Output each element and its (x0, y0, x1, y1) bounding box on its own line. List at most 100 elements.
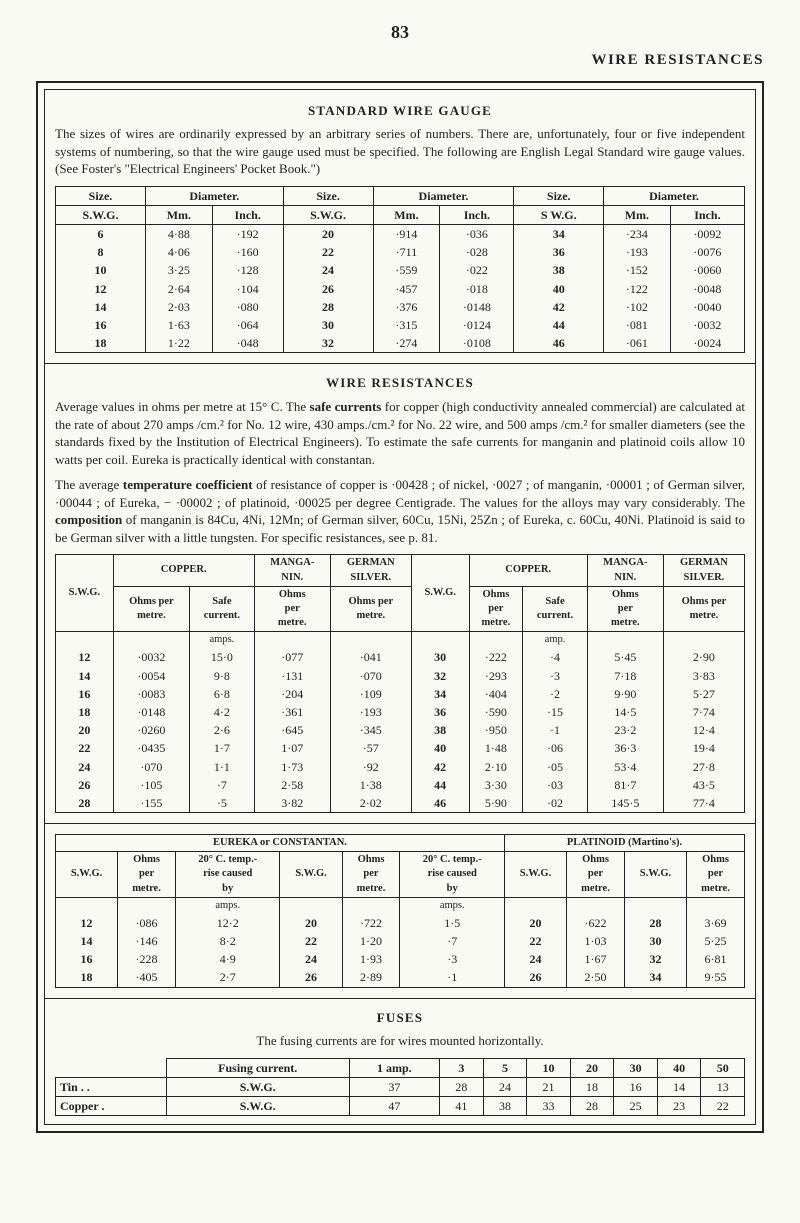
cell: 42 (411, 758, 469, 776)
cell: ·590 (469, 703, 523, 721)
cell: 12 (56, 914, 118, 932)
cell: 20 (283, 225, 373, 244)
cell: 26 (504, 968, 566, 987)
cell: ·222 (469, 648, 523, 666)
cell: ·064 (212, 316, 283, 334)
cell: ·02 (523, 794, 588, 813)
cell: ·0032 (670, 316, 744, 334)
cell: ·081 (604, 316, 671, 334)
cell: 3·25 (145, 261, 212, 279)
cell: ·036 (440, 225, 514, 244)
cell: 14 (56, 298, 146, 316)
cell: 9·55 (687, 968, 745, 987)
cell: 47 (349, 1097, 440, 1116)
cell: 16 (56, 316, 146, 334)
cell: ·0124 (440, 316, 514, 334)
cell: 33 (527, 1097, 571, 1116)
cell: ·155 (113, 794, 189, 813)
cell: ·03 (523, 776, 588, 794)
cell: 1·73 (254, 758, 330, 776)
cell: 26 (283, 280, 373, 298)
col-swg4: S.W.G. (624, 852, 686, 898)
cell: ·0048 (670, 280, 744, 298)
col-swg3: S.W.G. (504, 852, 566, 898)
cell: ·914 (373, 225, 440, 244)
cell: 19·4 (663, 739, 744, 757)
cell: ·234 (604, 225, 671, 244)
col-ohmsper: Ohms per metre. (113, 586, 189, 632)
col-amp: 1 amp. (349, 1058, 440, 1077)
cell: ·0083 (113, 685, 189, 703)
col-german2: GERMAN SILVER. (663, 555, 744, 586)
col-diameter3: Diameter. (604, 186, 745, 205)
cell: 1·07 (254, 739, 330, 757)
swg-table: Size. Diameter. Size. Diameter. Size. Di… (55, 186, 745, 354)
section2-para2: The average temperature coefficient of r… (55, 476, 745, 546)
cell: ·146 (118, 932, 176, 950)
cell: ·57 (330, 739, 411, 757)
cell: 16 (614, 1077, 658, 1096)
col-ohms4: Ohms per metre. (687, 852, 745, 898)
cell: 26 (56, 776, 114, 794)
platinoid-title: PLATINOID (Martino's). (504, 835, 744, 852)
col-opm5: Ohms per metre. (663, 586, 744, 632)
cell: ·7 (400, 932, 505, 950)
cell: ·128 (212, 261, 283, 279)
cell: 9·8 (190, 667, 255, 685)
cell: 24 (56, 758, 114, 776)
cell: 27·8 (663, 758, 744, 776)
cell: ·193 (604, 243, 671, 261)
col-swg2: S.W.G. (411, 555, 469, 632)
cell: 5·25 (687, 932, 745, 950)
cell: 46 (411, 794, 469, 813)
cell: 32 (283, 334, 373, 353)
cell: 6·81 (687, 950, 745, 968)
cell: 38 (411, 721, 469, 739)
cell: ·7 (190, 776, 255, 794)
col-size: Size. (56, 186, 146, 205)
cell: 4·9 (175, 950, 280, 968)
cell: ·041 (330, 648, 411, 666)
cell: 12·2 (175, 914, 280, 932)
cell: 77·4 (663, 794, 744, 813)
col-mm3: Mm. (604, 205, 671, 224)
cell: ·080 (212, 298, 283, 316)
cell: 2·7 (175, 968, 280, 987)
cell: ·0435 (113, 739, 189, 757)
cell: ·0148 (113, 703, 189, 721)
cell: ·05 (523, 758, 588, 776)
fuses-title: FUSES (55, 1009, 745, 1027)
cell: ·048 (212, 334, 283, 353)
cell: 30 (283, 316, 373, 334)
cell: 13 (701, 1077, 745, 1096)
col-50: 50 (701, 1058, 745, 1077)
cell: 12 (56, 280, 146, 298)
cell: 2·03 (145, 298, 212, 316)
col-swg: S.W.G. (56, 205, 146, 224)
col-ohms3: Ohms per metre. (567, 852, 625, 898)
cell: ·15 (523, 703, 588, 721)
main-frame: STANDARD WIRE GAUGE The sizes of wires a… (36, 81, 764, 1134)
page: 83 WIRE RESISTANCES STANDARD WIRE GAUGE … (0, 0, 800, 1163)
cell: 44 (514, 316, 604, 334)
col-size3: Size. (514, 186, 604, 205)
cell: ·228 (118, 950, 176, 968)
cell: ·0108 (440, 334, 514, 353)
col-opm1: Ohms per metre. (254, 586, 330, 632)
col-rise2: 20° C. temp.- rise caused by (400, 852, 505, 898)
col-mm: Mm. (145, 205, 212, 224)
cell: 18 (56, 703, 114, 721)
col-5: 5 (483, 1058, 527, 1077)
cell: 5·27 (663, 685, 744, 703)
cell: 36 (514, 243, 604, 261)
cell: 81·7 (587, 776, 663, 794)
col-diameter: Diameter. (145, 186, 283, 205)
cell: 16 (56, 685, 114, 703)
cell: 12·4 (663, 721, 744, 739)
cell: 26 (280, 968, 342, 987)
cell: 14 (657, 1077, 701, 1096)
cell: 43·5 (663, 776, 744, 794)
cell: S.W.G. (166, 1097, 349, 1116)
eureka-title: EUREKA or CONSTANTAN. (56, 835, 505, 852)
col-manga2: MANGA- NIN. (587, 555, 663, 586)
